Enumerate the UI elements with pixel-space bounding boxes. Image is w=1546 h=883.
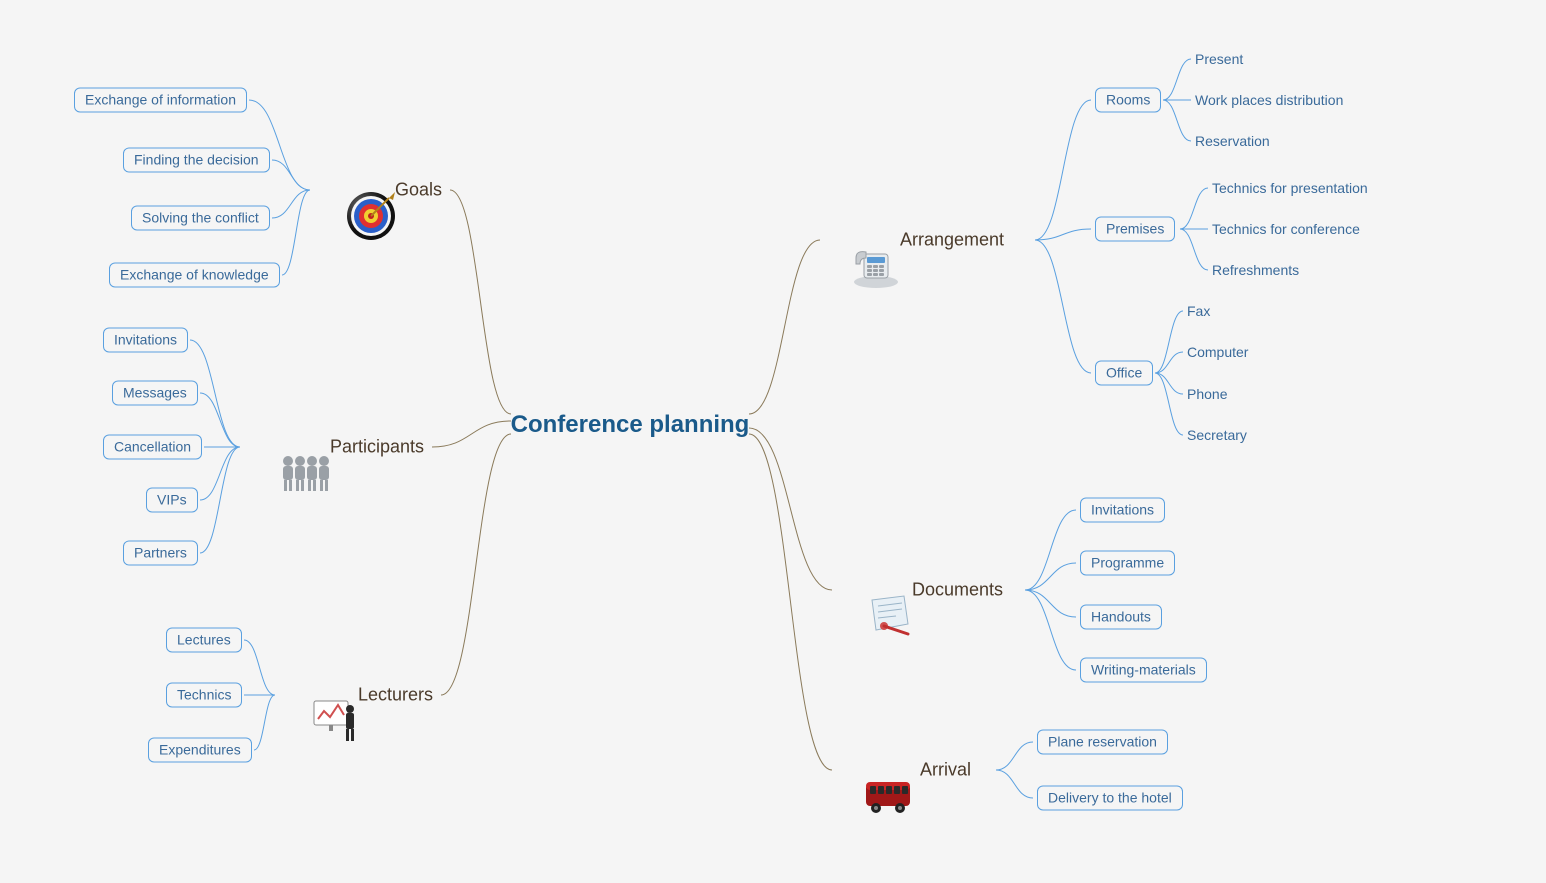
leaf-node: Fax xyxy=(1187,303,1210,319)
sub-node: VIPs xyxy=(146,488,198,513)
sub-node: Expenditures xyxy=(148,738,252,763)
sub-node: Exchange of information xyxy=(74,88,247,113)
branch-arrangement: Arrangement xyxy=(900,230,1004,251)
leaf-node: Technics for presentation xyxy=(1212,180,1368,196)
branch-lecturers: Lecturers xyxy=(358,685,433,706)
sub-node: Solving the conflict xyxy=(131,206,270,231)
branch-goals: Goals xyxy=(395,180,442,201)
branch-documents: Documents xyxy=(912,580,1003,601)
leaf-node: Present xyxy=(1195,51,1243,67)
sub-node: Partners xyxy=(123,541,198,566)
sub-node: Premises xyxy=(1095,217,1175,242)
sub-node: Invitations xyxy=(1080,498,1165,523)
leaf-node: Technics for conference xyxy=(1212,221,1360,237)
sub-node: Exchange of knowledge xyxy=(109,263,280,288)
branch-participants: Participants xyxy=(330,437,424,458)
sub-node: Handouts xyxy=(1080,605,1162,630)
leaf-node: Work places distribution xyxy=(1195,92,1343,108)
sub-node: Writing-materials xyxy=(1080,658,1207,683)
sub-node: Technics xyxy=(166,683,242,708)
sub-node: Finding the decision xyxy=(123,148,270,173)
leaf-node: Secretary xyxy=(1187,427,1247,443)
sub-node: Programme xyxy=(1080,551,1175,576)
leaf-node: Phone xyxy=(1187,386,1227,402)
sub-node: Plane reservation xyxy=(1037,730,1168,755)
leaf-node: Reservation xyxy=(1195,133,1270,149)
leaf-node: Computer xyxy=(1187,344,1248,360)
sub-node: Delivery to the hotel xyxy=(1037,786,1183,811)
leaf-node: Refreshments xyxy=(1212,262,1299,278)
branch-arrival: Arrival xyxy=(920,760,971,781)
sub-node: Messages xyxy=(112,381,198,406)
sub-node: Rooms xyxy=(1095,88,1161,113)
sub-node: Cancellation xyxy=(103,435,202,460)
center-topic: Conference planning xyxy=(511,411,750,439)
sub-node: Invitations xyxy=(103,328,188,353)
mindmap-nodes: Conference planning Goals Exchange of inf… xyxy=(0,0,1546,883)
sub-node: Lectures xyxy=(166,628,242,653)
sub-node: Office xyxy=(1095,361,1153,386)
